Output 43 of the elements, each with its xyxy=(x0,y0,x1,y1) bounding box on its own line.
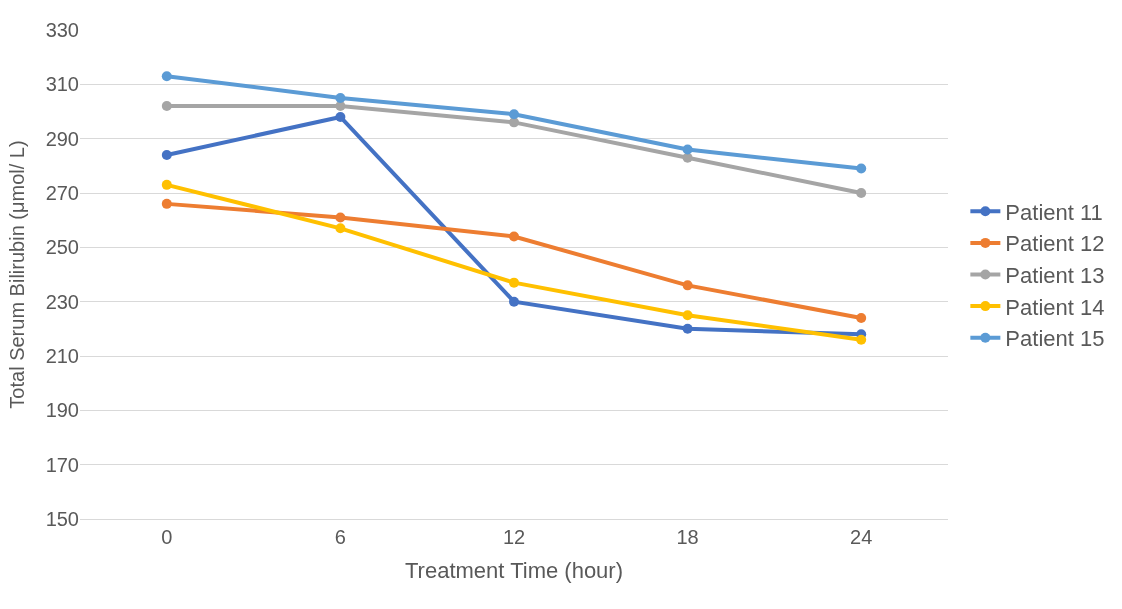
x-tick-label: 0 xyxy=(161,526,173,548)
point xyxy=(856,163,867,174)
point xyxy=(509,277,519,288)
legend-label: Patient 11 xyxy=(1005,199,1103,225)
point xyxy=(856,334,867,345)
point xyxy=(335,212,346,223)
x-axis-title: Treatment Time (hour) xyxy=(404,557,624,583)
legend-label: Patient 14 xyxy=(1005,294,1105,320)
point xyxy=(335,223,346,234)
point xyxy=(509,231,519,242)
point xyxy=(682,310,693,321)
point xyxy=(161,179,172,190)
y-tick-label: 170 xyxy=(45,453,79,476)
point xyxy=(161,71,172,82)
y-tick-label: 230 xyxy=(45,290,79,313)
y-tick-label: 330 xyxy=(45,19,79,41)
legend-label: Patient 12 xyxy=(1005,231,1105,257)
y-tick-label: 310 xyxy=(45,73,79,96)
point xyxy=(682,280,693,291)
point xyxy=(161,149,172,160)
point xyxy=(509,109,519,120)
point xyxy=(856,312,867,323)
point xyxy=(161,101,172,112)
point xyxy=(682,144,693,155)
point xyxy=(509,296,519,307)
y-tick-label: 270 xyxy=(45,182,79,204)
legend-label: Patient 15 xyxy=(1005,326,1105,352)
y-tick-label: 250 xyxy=(45,236,79,259)
y-axis-title: Total Serum Bilirubin (μmol/ L) xyxy=(6,140,29,409)
x-tick-label: 12 xyxy=(502,526,526,548)
x-tick-label: 6 xyxy=(334,526,346,548)
point xyxy=(335,92,346,103)
point xyxy=(161,198,172,209)
point xyxy=(335,111,346,122)
x-tick-label: 18 xyxy=(676,526,699,548)
legend-label: Patient 13 xyxy=(1005,263,1105,289)
y-tick-label: 210 xyxy=(45,345,79,367)
y-tick-label: 150 xyxy=(45,508,79,530)
x-tick-label: 24 xyxy=(850,526,873,548)
point xyxy=(856,188,867,198)
point xyxy=(682,323,693,334)
y-tick-label: 190 xyxy=(45,399,79,422)
y-tick-label: 290 xyxy=(45,127,79,150)
